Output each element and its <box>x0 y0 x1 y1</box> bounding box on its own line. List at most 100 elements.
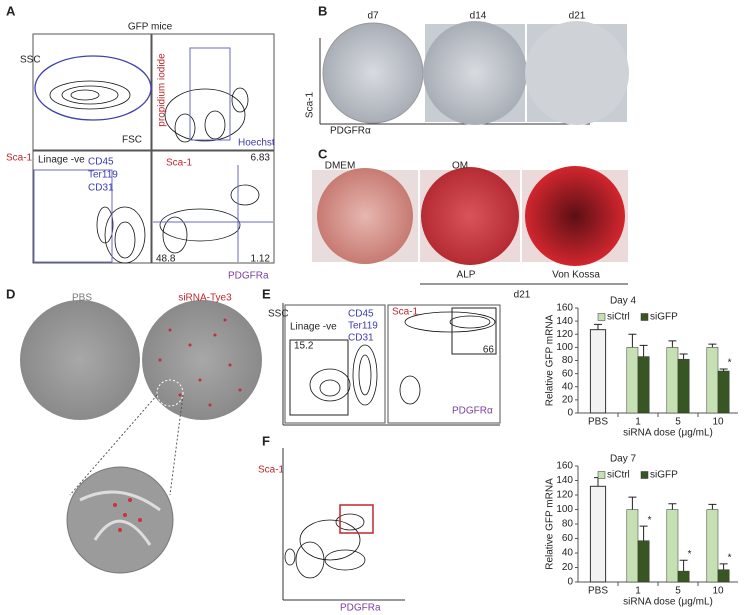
marker-label: CD45 <box>88 157 114 168</box>
contours <box>284 513 366 579</box>
panel-label: C <box>318 146 328 161</box>
image-label: d21 <box>569 11 586 22</box>
legend-swatch <box>640 471 649 479</box>
panel-label: D <box>6 286 15 301</box>
bar <box>637 356 650 414</box>
axis-label: Sca-1 <box>305 92 316 119</box>
flow-plot <box>32 150 152 264</box>
annotation: * <box>728 358 732 369</box>
cells <box>79 490 161 546</box>
axis-label: PDGFRα <box>330 126 371 137</box>
panel-label: B <box>318 3 327 18</box>
error-bar <box>594 477 602 487</box>
y-tick-label: 140 <box>556 316 573 327</box>
error-bar <box>668 340 677 348</box>
image-label: d21 <box>514 290 531 301</box>
error-bar <box>628 496 637 510</box>
marker-label: Ter119 <box>348 321 378 332</box>
gate-value: 66 <box>483 345 495 356</box>
image-label: Von Kossa <box>552 270 600 281</box>
error-bar <box>628 333 637 348</box>
y-tick-label: 120 <box>556 329 573 340</box>
image <box>20 300 140 420</box>
axis-label: Sca-1 <box>6 153 33 164</box>
error-bar <box>708 503 717 510</box>
y-tick-label: 40 <box>562 548 574 559</box>
gate-value: 15.2 <box>294 341 314 352</box>
legend-swatch <box>640 313 649 321</box>
image-label: ALP <box>457 270 476 281</box>
axis-label: FSC <box>122 135 142 146</box>
bar <box>626 347 639 414</box>
contours <box>309 311 496 406</box>
flow-plot <box>284 304 386 424</box>
panel-a: A GFP mice SSC FSC propidium iodide Hoec… <box>6 3 275 281</box>
x-tick-label: 10 <box>712 417 724 428</box>
gate-value: 1.12 <box>251 254 271 265</box>
y-tick-label: 0 <box>567 577 573 588</box>
bar <box>717 370 730 414</box>
gate-value: 48.8 <box>156 254 176 265</box>
image-label: d7 <box>367 11 379 22</box>
panel-c: C DMEM OM ALP Von Kossa d21 <box>312 146 628 301</box>
marker-label: Ter119 <box>88 170 118 181</box>
legend-label: siCtrl <box>607 312 630 323</box>
bar <box>589 485 607 583</box>
x-tick-label: PBS <box>588 417 608 428</box>
gate <box>289 339 349 416</box>
axis-label: Sca-1 <box>258 465 285 476</box>
x-tick-label: 5 <box>675 417 681 428</box>
gate-label: Linage -ve <box>290 322 337 333</box>
legend-swatch <box>597 471 606 479</box>
y-axis-label: Relative GFP mRNA <box>545 478 556 570</box>
flow-plot <box>151 150 275 264</box>
x-axis-label: siRNA dose (μg/mL) <box>623 597 713 608</box>
image <box>322 22 424 124</box>
fluorescence <box>113 498 142 532</box>
bar <box>666 347 679 414</box>
chart-title: Day 7 <box>610 454 637 465</box>
bar <box>677 570 690 583</box>
flow-plot <box>32 33 152 151</box>
y-tick-label: 140 <box>556 475 573 486</box>
axis-label: propidium iodide <box>157 53 168 127</box>
error-bar <box>639 344 648 357</box>
panel-label: A <box>6 3 16 18</box>
y-tick-label: 0 <box>567 408 573 419</box>
gate-label: Linage -ve <box>38 155 85 166</box>
y-tick-label: 60 <box>562 368 574 379</box>
error-bar <box>708 343 717 348</box>
legend-label: siGFP <box>650 312 678 323</box>
y-tick-label: 100 <box>556 504 573 515</box>
annotation: * <box>728 553 732 564</box>
image <box>317 168 413 264</box>
bar <box>677 358 690 414</box>
bar <box>706 509 719 583</box>
panel-label: F <box>262 433 270 448</box>
y-tick-label: 100 <box>556 342 573 353</box>
x-tick-label: 10 <box>712 586 724 597</box>
axis-label: Sca-1 <box>166 158 193 169</box>
x-tick-label: PBS <box>588 586 608 597</box>
gate <box>189 47 231 141</box>
gate <box>34 55 152 121</box>
error-bar <box>719 368 728 371</box>
image <box>421 167 519 265</box>
image-label: OM <box>452 161 468 172</box>
gate <box>451 307 497 355</box>
bar <box>666 509 679 583</box>
y-tick-label: 160 <box>556 303 573 314</box>
y-tick-label: 20 <box>562 562 574 573</box>
flow-plot <box>151 33 275 151</box>
annotation: * <box>648 515 652 526</box>
annotation: * <box>688 549 692 560</box>
bar <box>589 329 607 414</box>
axis-label: SSC <box>268 309 289 320</box>
gate-value: 6.83 <box>251 153 271 164</box>
x-tick-label: 1 <box>635 417 641 428</box>
legend-label: siCtrl <box>607 470 630 481</box>
error-bar <box>679 559 688 572</box>
image-label: siRNA-Tye3 <box>178 293 232 304</box>
image-label: DMEM <box>325 161 356 172</box>
